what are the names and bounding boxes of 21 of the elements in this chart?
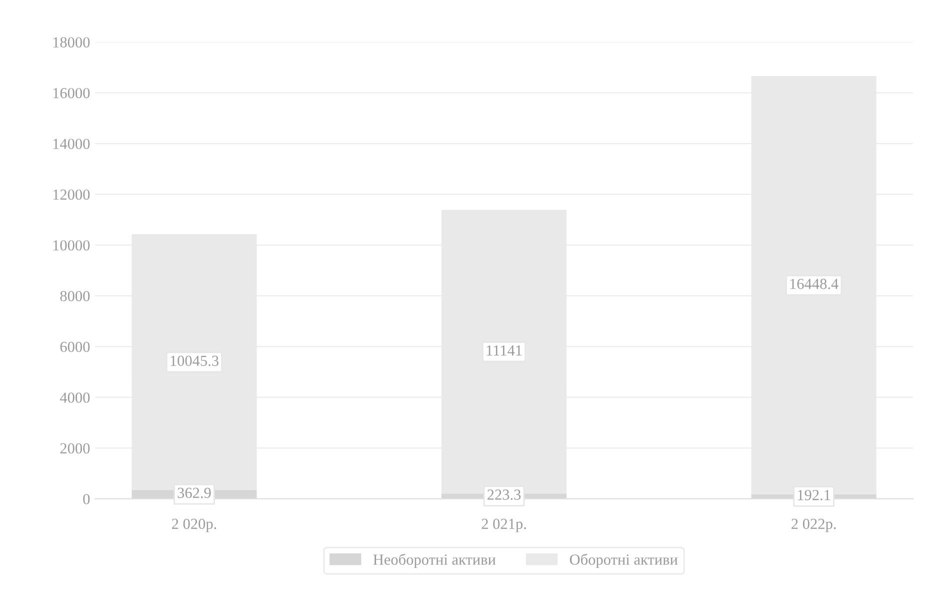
x-tick-label: 2 022р.: [792, 518, 836, 532]
x-tick-label: 2 021р.: [482, 518, 526, 532]
y-tick-label: 10000: [53, 240, 90, 251]
data-label: 11141: [486, 345, 522, 356]
data-label: 362.9: [178, 488, 211, 498]
y-tick-label: 2000: [60, 443, 90, 454]
data-label: 192.1: [798, 490, 830, 500]
y-tick-label: 6000: [60, 342, 90, 352]
y-tick-label: 12000: [53, 189, 90, 200]
y-tick-label: 8000: [60, 290, 90, 302]
y-tick-label: 16000: [53, 88, 90, 98]
y-tick-label: 0: [83, 494, 90, 504]
data-label: 10045.3: [170, 356, 218, 366]
x-tick-label: 2 020р.: [172, 518, 216, 532]
data-label: 16448.4: [790, 278, 838, 290]
y-tick-label: 14000: [53, 138, 90, 150]
legend-label: Оборотні активи: [570, 554, 678, 568]
legend-label: Необоротні активи: [373, 554, 496, 568]
data-label: 223.3: [488, 490, 521, 500]
y-tick-label: 18000: [53, 37, 90, 48]
y-tick-label: 4000: [60, 392, 90, 403]
